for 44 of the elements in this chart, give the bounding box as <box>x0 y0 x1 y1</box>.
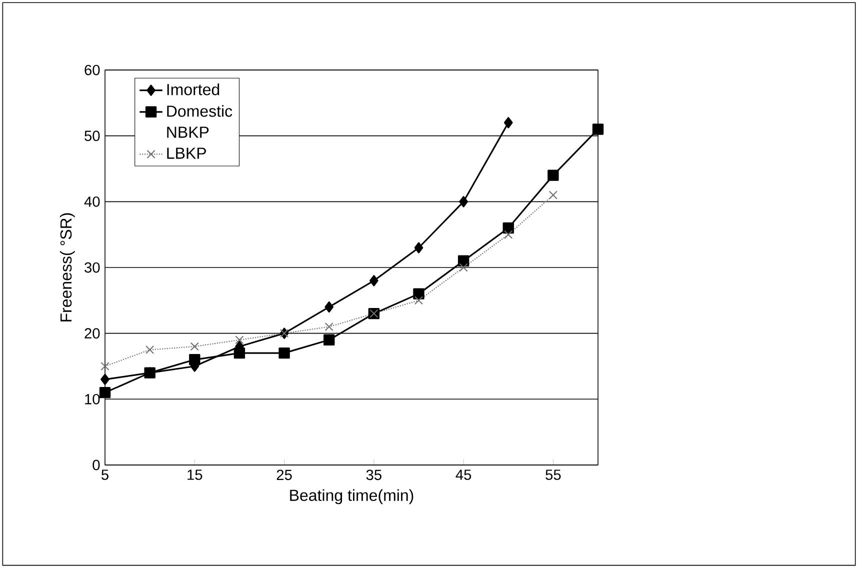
x-tick-label: 15 <box>188 470 202 480</box>
point <box>324 322 334 332</box>
point <box>100 362 110 371</box>
y-tick-label: 10 <box>85 394 100 404</box>
y-axis-title: Freeness( °SR) <box>60 213 75 322</box>
point <box>189 354 200 366</box>
x-tick-label: 25 <box>276 470 292 480</box>
y-tick-label: 60 <box>84 64 100 76</box>
point <box>459 196 468 208</box>
point <box>502 222 514 234</box>
point <box>504 117 513 128</box>
point <box>413 288 424 300</box>
y-tick-label: 0 <box>92 460 100 470</box>
point <box>99 386 111 398</box>
legend-label: Domestic <box>167 105 232 117</box>
point <box>548 170 559 181</box>
legend-label: Imorted <box>167 84 220 96</box>
point <box>548 190 558 200</box>
point <box>100 374 110 386</box>
point <box>190 342 199 351</box>
point <box>146 345 154 354</box>
x-tick-label: 5 <box>102 470 108 480</box>
legend-label: LBKP <box>167 148 206 159</box>
x-tick-label: 35 <box>366 470 382 480</box>
x-axis-title: Beating time(min) <box>290 489 414 504</box>
point <box>414 296 424 305</box>
point <box>323 334 335 346</box>
x-tick-label: 55 <box>546 470 561 480</box>
point <box>235 336 244 344</box>
point <box>504 230 513 239</box>
text: NBKP <box>167 126 209 138</box>
point <box>459 263 468 272</box>
point <box>414 242 424 254</box>
point <box>592 124 604 135</box>
y-tick-label: 40 <box>84 196 100 207</box>
y-tick-label: 50 <box>84 130 100 142</box>
point <box>458 255 470 267</box>
y-tick-label: 20 <box>84 328 100 339</box>
point <box>370 275 378 286</box>
point <box>234 347 246 359</box>
x-tick-label: 45 <box>456 470 472 480</box>
point <box>278 347 290 359</box>
point <box>324 301 334 313</box>
y-tick-label: 30 <box>84 262 100 273</box>
